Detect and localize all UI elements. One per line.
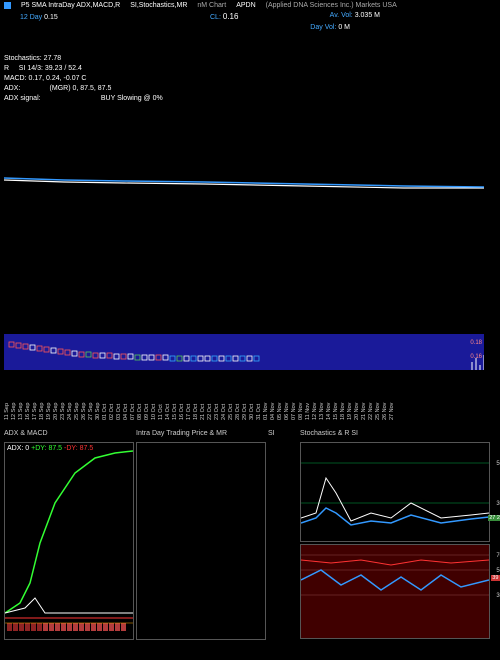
date-label: 30 Sep — [95, 380, 101, 420]
date-label: 11 Nov — [305, 380, 311, 420]
date-label: 27 Nov — [389, 380, 395, 420]
date-label: 26 Sep — [81, 380, 87, 420]
date-label: 17 Oct — [186, 380, 192, 420]
marker-upper: 27 28 — [488, 515, 500, 521]
date-label: 18 Sep — [39, 380, 45, 420]
date-label: 22 Oct — [207, 380, 213, 420]
date-label: 18 Nov — [340, 380, 346, 420]
date-label: 02 Oct — [109, 380, 115, 420]
date-label: 29 Oct — [242, 380, 248, 420]
ticker: APDN — [236, 2, 255, 9]
date-label: 12 Nov — [312, 380, 318, 420]
date-label: 21 Oct — [200, 380, 206, 420]
date-label: 20 Sep — [53, 380, 59, 420]
stat-stochastics: Stochastics: 27.78 — [4, 54, 163, 64]
date-label: 18 Oct — [193, 380, 199, 420]
date-label: 11 Oct — [158, 380, 164, 420]
band-price-1: 0.18 — [470, 340, 482, 346]
panel-title-stoch: Stochastics & R SI — [300, 430, 490, 440]
date-label: 20 Nov — [354, 380, 360, 420]
date-label: 10 Oct — [151, 380, 157, 420]
panel-stoch-lower: 70 50 30 39 5 — [300, 544, 490, 639]
band-price-2: 0.16 — [470, 354, 482, 360]
date-label: 01 Oct — [102, 380, 108, 420]
date-label: 19 Nov — [347, 380, 353, 420]
close-value: CL: 0.16 — [210, 12, 238, 21]
day12: 12 Day 0.15 — [20, 14, 58, 21]
date-label: 24 Sep — [67, 380, 73, 420]
stat-adx: ADX: (MGR) 0, 87.5, 87.5 — [4, 84, 163, 94]
panel-intraday-col: Intra Day Trading Price & MR — [136, 430, 266, 650]
date-label: 27 Sep — [88, 380, 94, 420]
stat-macd: MACD: 0.17, 0.24, -0.07 C — [4, 74, 163, 84]
panel-adx: ADX: 0 +DY: 87.5 -DY: 87.5 — [4, 442, 134, 640]
marker-lower: 39 5 — [491, 575, 500, 581]
stat-rsi: R SI 14/3: 39.23 / 52.4 — [4, 64, 163, 74]
date-label: 24 Oct — [221, 380, 227, 420]
header: P5 SMA IntraDay ADX,MACD,R SI,Stochastic… — [4, 2, 496, 9]
ticker-pre: nM Chart — [197, 2, 226, 9]
legend-swatch — [4, 2, 11, 9]
date-label: 25 Oct — [228, 380, 234, 420]
panel-si-col: SI — [268, 430, 298, 650]
panel-title-si: SI — [268, 430, 298, 440]
date-label: 04 Nov — [270, 380, 276, 420]
date-label: 17 Sep — [32, 380, 38, 420]
date-label: 28 Oct — [235, 380, 241, 420]
date-label: 03 Oct — [116, 380, 122, 420]
date-label: 07 Nov — [291, 380, 297, 420]
date-label: 14 Nov — [326, 380, 332, 420]
legend-text-2: SI,Stochastics,MR — [130, 2, 187, 9]
date-label: 25 Nov — [375, 380, 381, 420]
stat-adx-signal: ADX signal: BUY Slowing @ 0% — [4, 94, 163, 104]
stats-block: Stochastics: 27.78 R SI 14/3: 39.23 / 52… — [4, 54, 163, 104]
date-label: 11 Sep — [4, 380, 10, 420]
bollinger-band: 0.18 0.16 — [4, 334, 484, 370]
date-label: 01 Nov — [263, 380, 269, 420]
date-label: 23 Sep — [60, 380, 66, 420]
adx-label: ADX: 0 +DY: 87.5 -DY: 87.5 — [7, 445, 93, 452]
day-vol: Day Vol: 0 M — [310, 24, 350, 31]
date-label: 15 Nov — [333, 380, 339, 420]
date-label: 25 Sep — [74, 380, 80, 420]
date-label: 26 Nov — [382, 380, 388, 420]
date-label: 04 Oct — [123, 380, 129, 420]
date-label: 16 Oct — [179, 380, 185, 420]
date-label: 08 Oct — [137, 380, 143, 420]
avg-vol: Av. Vol: 3.035 M — [330, 12, 380, 19]
date-label: 23 Oct — [214, 380, 220, 420]
date-label: 09 Oct — [144, 380, 150, 420]
date-label: 19 Sep — [46, 380, 52, 420]
date-label: 22 Nov — [368, 380, 374, 420]
panel-stoch-col: Stochastics & R SI 50 30 27 28 70 50 30 … — [300, 430, 490, 650]
company: (Applied DNA Sciences Inc.) Markets USA — [266, 2, 397, 9]
date-label: 21 Nov — [361, 380, 367, 420]
panel-intraday — [136, 442, 266, 640]
legend-text-1: P5 SMA IntraDay ADX,MACD,R — [21, 2, 120, 9]
panel-title-adx: ADX & MACD — [4, 430, 134, 440]
panel-adx-col: ADX & MACD ADX: 0 +DY: 87.5 -DY: 87.5 — [4, 430, 134, 650]
panel-title-intraday: Intra Day Trading Price & MR — [136, 430, 266, 440]
indicator-panels: ADX & MACD ADX: 0 +DY: 87.5 -DY: 87.5 In… — [4, 430, 494, 650]
date-label: 13 Nov — [319, 380, 325, 420]
date-label: 12 Sep — [11, 380, 17, 420]
date-label: 06 Nov — [284, 380, 290, 420]
date-label: 13 Sep — [18, 380, 24, 420]
panel-stoch-upper: 50 30 27 28 — [300, 442, 490, 542]
date-label: 15 Oct — [172, 380, 178, 420]
date-label: 31 Oct — [256, 380, 262, 420]
date-label: 08 Nov — [298, 380, 304, 420]
date-axis: 11 Sep12 Sep13 Sep16 Sep17 Sep18 Sep19 S… — [4, 380, 484, 420]
date-label: 05 Nov — [277, 380, 283, 420]
main-price-chart — [4, 170, 484, 230]
date-label: 30 Oct — [249, 380, 255, 420]
date-label: 07 Oct — [130, 380, 136, 420]
date-label: 16 Sep — [25, 380, 31, 420]
date-label: 14 Oct — [165, 380, 171, 420]
